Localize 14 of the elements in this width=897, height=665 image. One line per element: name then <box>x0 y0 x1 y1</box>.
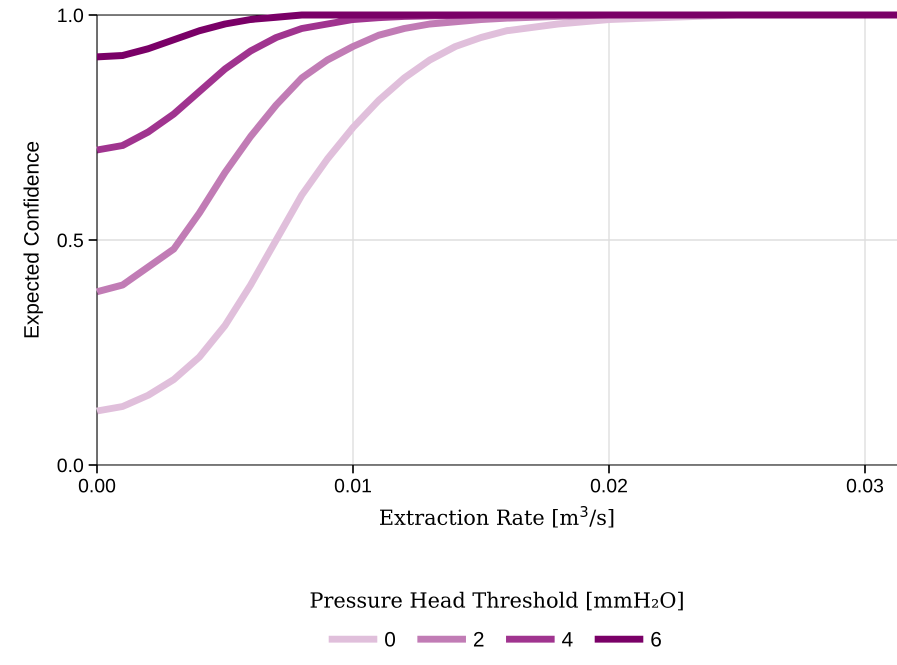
y-tick-label: 0.5 <box>58 233 83 248</box>
x-tick-label: 0.01 <box>334 478 371 492</box>
y-tick-label: 1.0 <box>58 8 84 22</box>
x-axis-title: Extraction Rate [m$^{3}$/s] <box>380 506 614 528</box>
legend-label: 6 <box>651 632 661 647</box>
x-tick-label: 0.00 <box>78 478 116 492</box>
y-tick-label: 0.0 <box>58 458 84 472</box>
x-tick-label: 0.03 <box>846 478 884 492</box>
legend-title: Pressure Head Threshold [mmH₂O] <box>310 592 683 610</box>
legend-label: 0 <box>385 632 396 647</box>
x-tick-label: 0.02 <box>590 478 627 492</box>
legend-label: 4 <box>562 632 573 646</box>
y-axis-title: Expected Confidence <box>23 142 43 338</box>
legend-label: 2 <box>474 632 484 646</box>
